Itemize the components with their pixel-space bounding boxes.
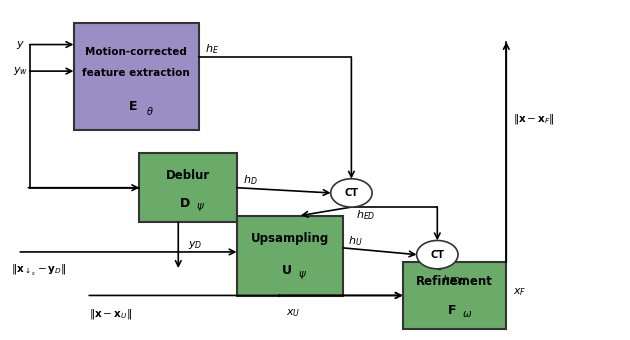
Text: $\mathit{\omega}$: $\mathit{\omega}$ (462, 309, 472, 319)
Text: $\mathit{\psi}$: $\mathit{\psi}$ (298, 269, 307, 282)
Text: $h_{ED}$: $h_{ED}$ (357, 208, 376, 222)
Text: $\mathit{\psi}$: $\mathit{\psi}$ (196, 201, 205, 213)
Text: Refinement: Refinement (416, 275, 493, 288)
FancyBboxPatch shape (237, 216, 343, 296)
Text: $\mathbf{U}$: $\mathbf{U}$ (282, 264, 292, 277)
Text: $x_U$: $x_U$ (285, 307, 300, 319)
Text: $h_D$: $h_D$ (243, 173, 258, 187)
Text: $h_{EDU}$: $h_{EDU}$ (442, 273, 468, 287)
FancyBboxPatch shape (74, 23, 199, 130)
Text: $\|\mathbf{x} - \mathbf{x}_F\|$: $\|\mathbf{x} - \mathbf{x}_F\|$ (513, 113, 554, 126)
Text: $\|\mathbf{x} - \mathbf{x}_U\|$: $\|\mathbf{x} - \mathbf{x}_U\|$ (89, 307, 132, 321)
Text: $x_F$: $x_F$ (513, 286, 526, 298)
Ellipse shape (331, 179, 372, 207)
Text: $\mathit{\theta}$: $\mathit{\theta}$ (146, 105, 154, 118)
FancyBboxPatch shape (139, 153, 237, 222)
Text: feature extraction: feature extraction (83, 68, 190, 78)
Text: CT: CT (430, 250, 444, 260)
Text: CT: CT (345, 188, 358, 198)
Text: $\mathbf{D}$: $\mathbf{D}$ (179, 197, 191, 210)
Text: $y$: $y$ (16, 38, 25, 51)
Text: $\|\mathbf{x}_{\downarrow_s} - \mathbf{y}_D\|$: $\|\mathbf{x}_{\downarrow_s} - \mathbf{y… (11, 263, 66, 278)
Text: $y_D$: $y_D$ (188, 239, 202, 251)
Text: Deblur: Deblur (166, 169, 210, 183)
Text: $\mathbf{F}$: $\mathbf{F}$ (447, 304, 456, 317)
Text: Upsampling: Upsampling (251, 232, 329, 245)
Text: Motion-corrected: Motion-corrected (85, 47, 187, 57)
Text: $y_w$: $y_w$ (13, 65, 28, 77)
Text: $h_U$: $h_U$ (348, 234, 363, 248)
Text: $\mathbf{E}$: $\mathbf{E}$ (129, 100, 138, 113)
Ellipse shape (416, 240, 458, 269)
Text: $h_E$: $h_E$ (205, 42, 219, 56)
FancyBboxPatch shape (403, 262, 507, 329)
